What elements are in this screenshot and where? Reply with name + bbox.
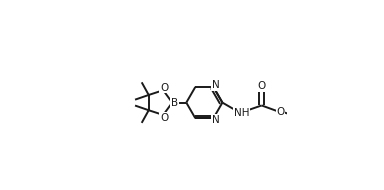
Text: B: B (171, 98, 178, 108)
Text: NH: NH (234, 108, 249, 118)
Text: O: O (276, 107, 285, 117)
Text: O: O (258, 81, 266, 91)
Text: O: O (160, 83, 168, 93)
Text: N: N (212, 80, 220, 90)
Text: N: N (212, 115, 220, 125)
Text: O: O (160, 113, 168, 123)
